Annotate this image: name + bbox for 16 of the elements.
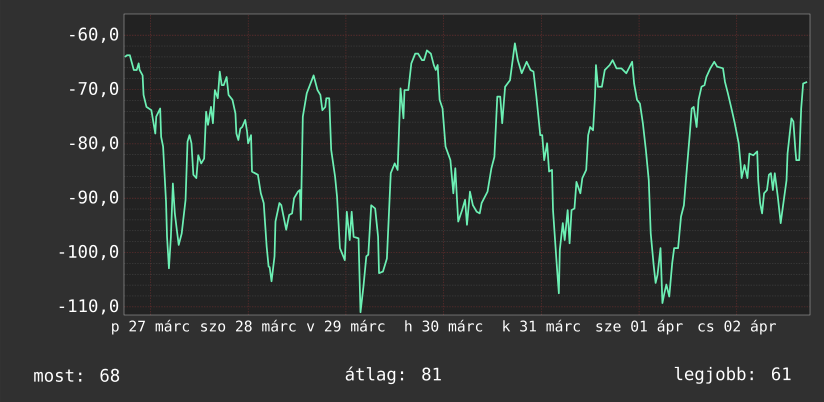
y-tick-label: -80,0: [70, 136, 118, 152]
x-tick-label: v 29 márc: [306, 320, 384, 332]
x-tick-label: k 31 márc: [503, 320, 580, 332]
x-tick-label: h 30 márc: [405, 320, 482, 332]
x-tick-label: cs 02 ápr: [698, 320, 776, 334]
y-tick-label: -110,0: [60, 299, 118, 314]
y-tick-label: -60,0: [70, 28, 118, 43]
y-tick-label: -100,0: [60, 244, 118, 260]
x-tick-label: szo 28 márc: [201, 320, 296, 332]
text: legjobb: 61: [674, 366, 791, 384]
y-tick-label: -70,0: [70, 82, 118, 98]
y-tick-label: -90,0: [70, 190, 118, 206]
x-tick-label: p 27 márc: [112, 320, 189, 334]
text: most: 68: [34, 368, 120, 382]
x-tick-label: sze 01 ápr: [596, 320, 683, 334]
text: átlag: 81: [346, 366, 441, 384]
